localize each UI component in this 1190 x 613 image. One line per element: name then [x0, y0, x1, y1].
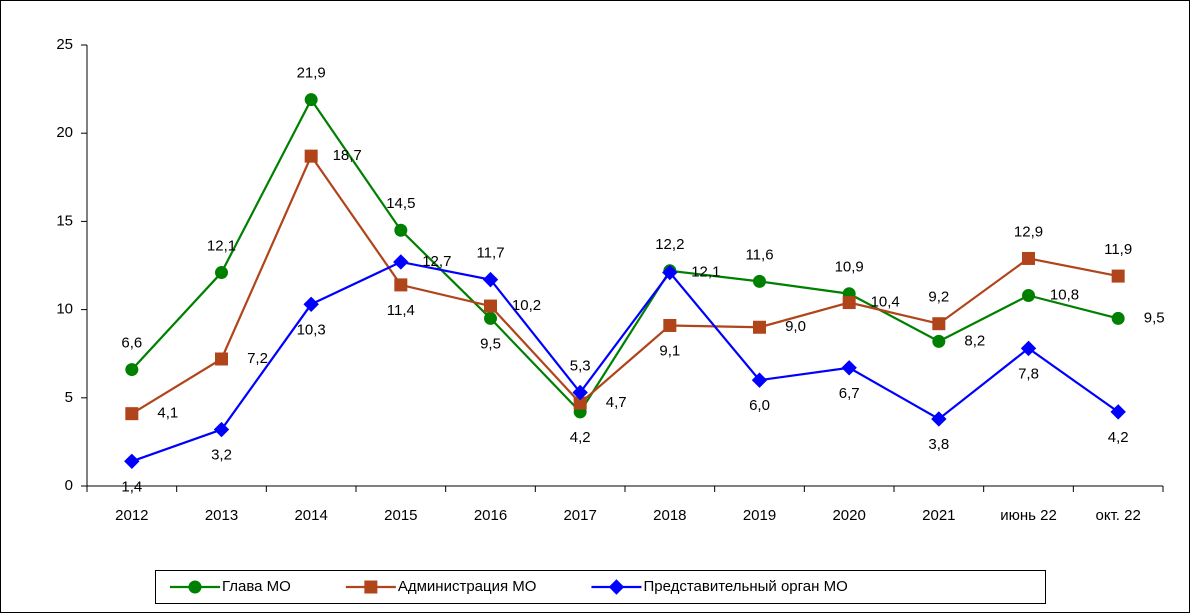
- point: [303, 296, 319, 313]
- data-label: 7,2: [247, 350, 268, 367]
- data-label: 6,0: [749, 397, 770, 414]
- data-label: 10,8: [1050, 286, 1079, 303]
- data-label: 21,9: [297, 65, 326, 82]
- data-label: 10,3: [297, 321, 326, 338]
- data-label: 11,6: [745, 246, 773, 263]
- point: [572, 384, 588, 401]
- y-tick-label: 20: [56, 124, 73, 141]
- data-label: 9,2: [928, 289, 949, 306]
- point: [124, 453, 140, 470]
- data-label: 4,2: [570, 429, 591, 446]
- point: [753, 274, 766, 288]
- point: [841, 360, 857, 376]
- x-tick-label: 2013: [205, 507, 238, 524]
- point: [662, 264, 678, 281]
- point: [125, 363, 139, 377]
- x-tick-label: 2014: [294, 507, 327, 524]
- data-label: 12,7: [422, 253, 451, 270]
- x-tick-label: 2016: [474, 507, 507, 524]
- data-label: 3,8: [928, 436, 949, 453]
- legend: Глава МО Администрация МО Представительный…: [155, 570, 1046, 604]
- point: [1022, 288, 1035, 302]
- point: [1111, 269, 1125, 283]
- data-label: 9,5: [480, 335, 501, 352]
- data-label: 11,9: [1104, 241, 1132, 258]
- data-label: 12,9: [1014, 223, 1043, 240]
- data-label: 1,4: [121, 478, 142, 495]
- point: [1110, 404, 1126, 420]
- x-tick-label: окт. 22: [1096, 507, 1141, 524]
- data-label: 11,4: [387, 302, 415, 319]
- legend-label: Администрация МО: [398, 578, 537, 595]
- point: [751, 372, 768, 388]
- point: [484, 299, 497, 313]
- data-label: 10,9: [835, 259, 864, 276]
- point: [213, 421, 230, 438]
- data-label: 12,1: [207, 238, 236, 255]
- data-label: 12,1: [691, 264, 720, 281]
- point: [932, 317, 946, 331]
- data-label: 8,2: [964, 332, 985, 349]
- legend-marker: [608, 579, 625, 595]
- data-label: 3,2: [211, 447, 232, 464]
- data-label: 5,3: [570, 357, 591, 374]
- data-label: 9,1: [659, 342, 680, 359]
- point: [304, 93, 318, 107]
- data-label: 4,1: [157, 405, 178, 422]
- data-label: 14,5: [386, 195, 415, 212]
- x-tick-label: 2019: [743, 507, 776, 524]
- x-tick-label: 2018: [653, 507, 686, 524]
- point: [753, 320, 766, 334]
- data-label: 4,2: [1108, 429, 1129, 446]
- y-tick-label: 0: [65, 477, 73, 494]
- data-label: 4,7: [606, 394, 627, 411]
- point: [393, 254, 409, 270]
- data-label: 6,6: [121, 335, 142, 352]
- y-tick-label: 15: [56, 212, 73, 229]
- legend-label: Глава МО: [222, 578, 291, 595]
- data-label: 9,5: [1144, 309, 1165, 326]
- data-label: 11,7: [476, 245, 504, 262]
- point: [663, 318, 677, 332]
- point: [304, 149, 318, 163]
- data-label: 7,8: [1018, 365, 1039, 382]
- data-label: 10,4: [871, 294, 900, 311]
- data-label: 9,0: [785, 318, 806, 335]
- x-tick-label: 2020: [832, 507, 865, 524]
- data-label: 10,2: [512, 297, 541, 314]
- x-tick-label: 2021: [922, 507, 955, 524]
- y-tick-label: 25: [56, 36, 73, 53]
- legend-marker: [364, 580, 378, 594]
- series-line: [131, 260, 1119, 463]
- series-line: [131, 153, 1119, 415]
- point: [215, 266, 228, 280]
- data-label: 18,7: [333, 147, 362, 164]
- point: [482, 271, 499, 288]
- point: [1022, 251, 1035, 265]
- point: [931, 411, 947, 427]
- x-tick-label: 2012: [115, 507, 148, 524]
- data-label: 12,2: [655, 236, 684, 253]
- data-label: 6,7: [839, 385, 860, 402]
- legend-label: Представительный орган МО: [643, 578, 847, 595]
- point: [1020, 340, 1037, 357]
- point: [394, 223, 408, 237]
- point: [394, 278, 408, 292]
- x-tick-label: 2017: [563, 507, 596, 524]
- point: [125, 407, 139, 421]
- x-tick-label: июнь 22: [1000, 507, 1057, 524]
- point: [484, 311, 497, 325]
- point: [842, 296, 856, 310]
- point: [215, 352, 228, 366]
- series-line: [131, 97, 1119, 414]
- y-tick-label: 10: [56, 301, 73, 318]
- legend-marker: [188, 580, 202, 594]
- y-tick-label: 5: [65, 389, 73, 406]
- point: [932, 334, 946, 348]
- x-tick-label: 2015: [384, 507, 417, 524]
- point: [1111, 311, 1125, 325]
